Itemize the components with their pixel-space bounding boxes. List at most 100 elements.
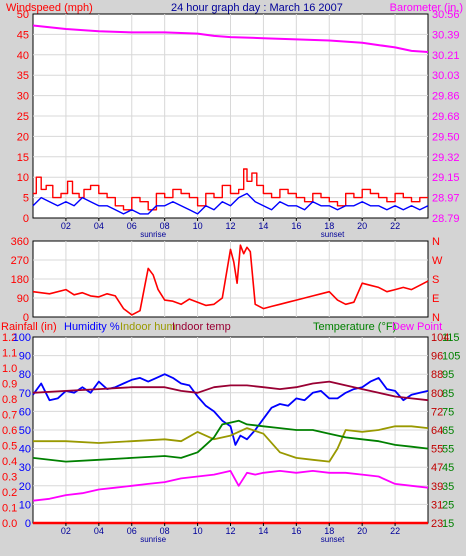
- rainfall-tick-label: 1.1: [2, 348, 17, 360]
- humidity-tick-label: 50: [19, 425, 31, 437]
- wind_direction-line: [32, 244, 429, 316]
- dewpoint-tick-label: 104: [431, 332, 449, 344]
- rainfall-tick-label: 1.2: [2, 332, 17, 344]
- humidity-tick-label: 80: [19, 369, 31, 381]
- humidity-tick-label: 100: [13, 332, 31, 344]
- direction-degrees-tick-label: 90: [17, 293, 29, 305]
- barometer-tick-label: 29.32: [432, 152, 460, 164]
- windspeed-tick-label: 20: [17, 131, 29, 143]
- rainfall-tick-label: 0.2: [2, 487, 17, 499]
- barometer-tick-label: 30.21: [432, 50, 460, 62]
- temperature-tick-label: 105: [442, 351, 460, 363]
- windspeed-tick-label: 15: [17, 152, 29, 164]
- humidity-sunset-label: sunset: [321, 535, 345, 544]
- temperature-tick-label: 15: [442, 518, 454, 530]
- direction-compass-tick-label: N: [432, 236, 440, 248]
- barometer-tick-label: 30.03: [432, 70, 460, 82]
- windspeed-tick-label: 5: [23, 193, 29, 205]
- humidity-x-tick-label: 16: [291, 526, 301, 536]
- temperature-tick-label: 55: [442, 444, 454, 456]
- humidity-x-tick-label: 22: [390, 526, 400, 536]
- barometer-tick-label: 29.68: [432, 111, 460, 123]
- wind-x-tick-label: 12: [225, 221, 235, 231]
- direction-degrees-tick-label: 270: [11, 255, 29, 267]
- dewpoint-tick-label: 96: [431, 351, 443, 363]
- dewpoint-tick-label: 47: [431, 462, 443, 474]
- windspeed-tick-label: 10: [17, 172, 29, 184]
- windspeed-tick-label: 30: [17, 91, 29, 103]
- direction-compass-tick-label: S: [432, 274, 439, 286]
- indoor-hum-label: Indoor hum: [120, 321, 176, 333]
- direction-degrees-tick-label: 180: [11, 274, 29, 286]
- rainfall-axis-label: Rainfall (in): [1, 321, 57, 333]
- indoor_hum-line: [33, 425, 429, 463]
- windspeed-axis-label: Windspeed (mph): [6, 2, 93, 14]
- rainfall-tick-label: 0.9: [2, 379, 17, 391]
- temperature-tick-label: 75: [442, 406, 454, 418]
- wind-x-tick-label: 10: [193, 221, 203, 231]
- wind-x-tick-label: 02: [61, 221, 71, 231]
- dewpoint-tick-label: 31: [431, 499, 443, 511]
- rainfall-tick-label: 0.1: [2, 503, 17, 515]
- dewpoint-tick-label: 88: [431, 369, 443, 381]
- humidity-x-tick-label: 10: [193, 526, 203, 536]
- rainfall-tick-label: 0.6: [2, 425, 17, 437]
- dewpoint-tick-label: 23: [431, 518, 443, 530]
- humidity-tick-label: 10: [19, 499, 31, 511]
- humidity-tick-label: 30: [19, 462, 31, 474]
- wind-x-tick-label: 20: [357, 221, 367, 231]
- rainfall-tick-label: 0.5: [2, 441, 17, 453]
- rainfall-tick-label: 0.3: [2, 472, 17, 484]
- temperature-tick-label: 85: [442, 388, 454, 400]
- wind_avg-line: [32, 192, 429, 215]
- wind-x-tick-label: 18: [324, 221, 334, 231]
- humidity-sunrise-label: sunrise: [140, 535, 166, 544]
- dewpoint-axis-label: Dew Point: [392, 321, 442, 333]
- direction-compass-tick-label: W: [432, 255, 443, 267]
- humidity-tick-label: 40: [19, 444, 31, 456]
- indoor-temp-label: Indoor temp: [172, 321, 231, 333]
- humidity-x-tick-label: 06: [127, 526, 137, 536]
- direction-degrees-tick-label: 360: [11, 236, 29, 248]
- windspeed-tick-label: 25: [17, 111, 29, 123]
- humidity-line: [32, 373, 429, 446]
- temperature-tick-label: 25: [442, 499, 454, 511]
- wind-sunrise-label: sunrise: [140, 230, 166, 239]
- dewpoint-tick-label: 80: [431, 388, 443, 400]
- temperature-tick-label: 95: [442, 369, 454, 381]
- barometer-tick-label: 28.97: [432, 193, 460, 205]
- humidity-x-tick-label: 08: [160, 526, 170, 536]
- barometer-tick-label: 29.15: [432, 172, 460, 184]
- indoor_temp-line: [32, 380, 429, 402]
- windspeed-tick-label: 50: [17, 9, 29, 21]
- windspeed-tick-label: 35: [17, 70, 29, 82]
- dewpoint-tick-label: 64: [431, 425, 443, 437]
- rainfall-tick-label: 1.0: [2, 363, 17, 375]
- rainfall-tick-label: 0.8: [2, 394, 17, 406]
- humidity-axis-label: Humidity %: [64, 321, 120, 333]
- wind-x-tick-label: 16: [291, 221, 301, 231]
- dewpoint-tick-label: 55: [431, 444, 443, 456]
- wind_gust-line: [33, 168, 428, 211]
- dew_point-line: [32, 470, 429, 502]
- humidity-x-tick-label: 12: [225, 526, 235, 536]
- temperature-tick-label: 65: [442, 425, 454, 437]
- humidity-tick-label: 90: [19, 351, 31, 363]
- humidity-x-tick-label: 04: [94, 526, 104, 536]
- temperature-tick-label: 115: [442, 332, 460, 344]
- wind-barometer-panel: 0 5 10 15 20 25 30 35 40 45 50 28.79 28.97 29.15 29.32…: [17, 9, 460, 239]
- barometer-tick-label: 30.56: [432, 9, 460, 21]
- wind-x-tick-label: 14: [258, 221, 268, 231]
- humidity-x-tick-label: 18: [324, 526, 334, 536]
- temperature-axis-label: Temperature (°F): [313, 321, 396, 333]
- barometer-tick-label: 29.86: [432, 91, 460, 103]
- humidity-x-tick-label: 14: [258, 526, 268, 536]
- temperature-tick-label: 45: [442, 462, 454, 474]
- direction-compass-tick-label: N: [432, 312, 440, 324]
- wind-x-tick-label: 06: [127, 221, 137, 231]
- humidity-x-tick-label: 20: [357, 526, 367, 536]
- rainfall-tick-label: 0.7: [2, 410, 17, 422]
- barometer-line: [32, 24, 429, 53]
